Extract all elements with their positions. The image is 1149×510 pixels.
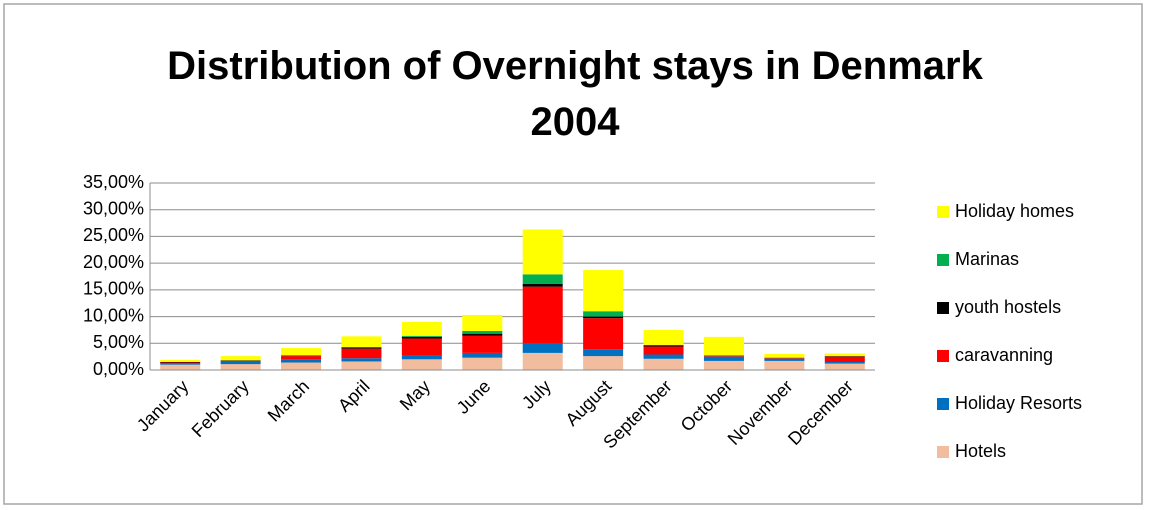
bar-segment — [401, 359, 442, 370]
bar-segment — [281, 355, 322, 357]
bar-segment — [160, 362, 201, 364]
bar-segment — [160, 361, 201, 363]
bar-segment — [583, 311, 624, 317]
bar-segment — [401, 355, 442, 360]
chart-title: Distribution of Overnight stays in Denma… — [167, 44, 983, 144]
y-tick-label: 5,00% — [93, 332, 144, 352]
bar-segment — [522, 283, 563, 287]
y-tick-label: 35,00% — [83, 172, 144, 192]
legend-label: Hotels — [955, 441, 1006, 461]
bar-segment — [824, 353, 865, 357]
chart-frame — [3, 3, 1143, 505]
bar-segment — [281, 359, 322, 363]
bar-segment — [643, 358, 684, 370]
bar-segment — [643, 354, 684, 359]
bar-segment — [583, 349, 624, 357]
bar-segment — [341, 347, 382, 348]
bar-segment — [764, 353, 805, 358]
bar-segment — [643, 346, 684, 355]
bar-segment — [703, 336, 744, 356]
y-tick-label: 30,00% — [83, 198, 144, 218]
bar-segment — [341, 348, 382, 359]
legend-swatch — [937, 206, 949, 218]
bar-segment — [522, 343, 563, 353]
legend-swatch — [937, 446, 949, 458]
bar-segment — [643, 344, 684, 346]
bar-segment — [160, 359, 201, 362]
bar-segment — [462, 330, 503, 334]
bar-segment — [703, 356, 744, 357]
bar-segment — [764, 358, 805, 361]
bar-segment — [522, 286, 563, 344]
bar-segment — [824, 356, 865, 362]
bar-segment — [220, 360, 261, 362]
bar-segment — [522, 229, 563, 275]
bar-segment — [522, 352, 563, 370]
bar-segment — [764, 358, 805, 359]
bar-segment — [764, 357, 805, 359]
bar-segment — [401, 336, 442, 339]
bar-segment — [160, 364, 201, 370]
bar-segment — [401, 338, 442, 356]
bar-segment — [583, 316, 624, 319]
bar-segment — [220, 360, 261, 361]
y-tick-label: 10,00% — [83, 305, 144, 325]
bar-segment — [220, 364, 261, 370]
y-tick-label: 0,00% — [93, 359, 144, 379]
bar-segment — [341, 361, 382, 370]
y-tick-label: 15,00% — [83, 279, 144, 299]
bar-segment — [522, 274, 563, 284]
bar-segment — [341, 347, 382, 349]
legend-label: Holiday Resorts — [955, 393, 1082, 413]
bar-segment — [583, 318, 624, 350]
bar-segment — [583, 270, 624, 312]
bar-segment — [703, 360, 744, 370]
bar-segment — [583, 356, 624, 370]
bar-segment — [703, 356, 744, 361]
legend-label: caravanning — [955, 345, 1053, 365]
bar-segment — [764, 360, 805, 370]
bar-segment — [703, 355, 744, 357]
bar-segment — [643, 329, 684, 345]
legend-swatch — [937, 254, 949, 266]
bar-segment — [401, 321, 442, 336]
legend-label: Holiday homes — [955, 201, 1074, 221]
bar-segment — [462, 357, 503, 370]
bar-segment — [281, 348, 322, 356]
legend-label: youth hostels — [955, 297, 1061, 317]
bar-segment — [462, 352, 503, 358]
bar-segment — [643, 345, 684, 347]
legend-label: Marinas — [955, 249, 1019, 269]
legend-swatch — [937, 398, 949, 410]
bar-segment — [281, 356, 322, 360]
bar-segment — [220, 356, 261, 361]
bar-segment — [462, 333, 503, 336]
y-tick-label: 25,00% — [83, 225, 144, 245]
bar-segment — [220, 361, 261, 365]
bar-segment — [341, 358, 382, 362]
bar-segment — [281, 362, 322, 370]
bar-segment — [824, 356, 865, 357]
bar-segment — [401, 335, 442, 337]
bar-segment — [462, 314, 503, 331]
bar-segment — [462, 335, 503, 353]
bar-segment — [824, 361, 865, 364]
y-tick-label: 20,00% — [83, 252, 144, 272]
bar-segment — [824, 363, 865, 370]
bar-segment — [160, 363, 201, 365]
bar-segment — [341, 336, 382, 348]
legend-swatch — [937, 302, 949, 314]
legend-swatch — [937, 350, 949, 362]
